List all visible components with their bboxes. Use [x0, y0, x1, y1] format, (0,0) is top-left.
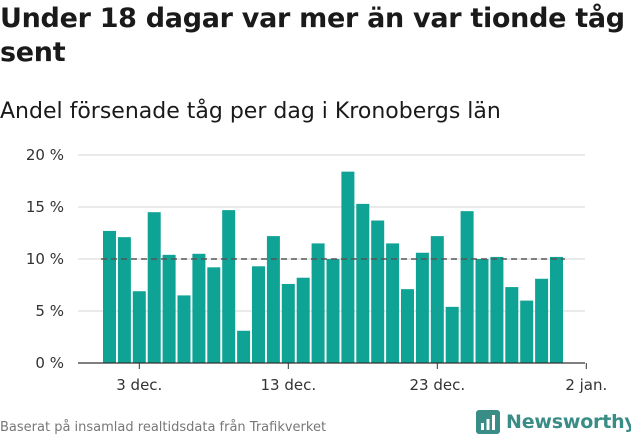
bar [520, 300, 534, 363]
bar [177, 295, 191, 363]
bar [490, 256, 504, 363]
x-tick-label: 13 dec. [260, 376, 316, 394]
bar [266, 236, 280, 363]
bar [237, 330, 251, 363]
bar [430, 236, 444, 363]
bar [281, 283, 295, 363]
chart-subtitle: Andel försenade tåg per dag i Kronobergs… [0, 99, 501, 124]
bar [296, 277, 310, 363]
bar [252, 266, 265, 363]
bar [117, 237, 131, 363]
y-axis-labels: 0 % 5 % 10 % 15 % 20 % [26, 146, 64, 372]
brand-logo: Newsworthy [475, 409, 631, 435]
bar [401, 289, 414, 363]
bar [162, 254, 176, 363]
bar [460, 211, 474, 363]
bar [311, 243, 325, 363]
bar [371, 220, 385, 363]
brand-name: Newsworthy [506, 411, 631, 433]
x-tick-label: 23 dec. [409, 376, 465, 394]
source-note: Baserat på insamlad realtidsdata från Tr… [0, 420, 327, 435]
bar [326, 259, 340, 363]
bar [222, 210, 236, 363]
bars [103, 171, 563, 363]
bar [207, 267, 221, 363]
bar [550, 256, 563, 363]
bar [535, 278, 549, 363]
y-tick-label: 15 % [26, 198, 64, 216]
x-axis: 3 dec. 13 dec. 23 dec. 2 jan. [78, 362, 607, 394]
bar [147, 212, 161, 363]
y-tick-label: 5 % [35, 302, 64, 320]
newsworthy-logo-icon [476, 410, 500, 434]
bar [505, 287, 519, 363]
y-tick-label: 0 % [35, 354, 64, 372]
bar [445, 306, 459, 363]
bar [415, 252, 429, 363]
bar [341, 171, 355, 363]
bar [103, 230, 116, 363]
chart-title: Under 18 dagar var mer än var tionde tåg… [0, 3, 625, 68]
y-tick-label: 20 % [26, 146, 64, 164]
bar [132, 291, 146, 363]
bar [386, 243, 400, 363]
bar [192, 253, 206, 363]
bar [475, 259, 489, 363]
bar [356, 203, 370, 363]
x-tick-label: 2 jan. [565, 376, 607, 394]
y-tick-label: 10 % [26, 250, 64, 268]
x-tick-label: 3 dec. [116, 376, 162, 394]
